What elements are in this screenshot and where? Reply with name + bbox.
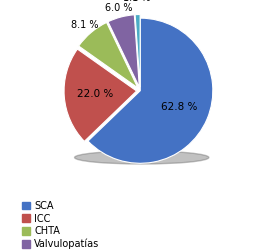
Wedge shape xyxy=(108,15,139,87)
Text: 62.8 %: 62.8 % xyxy=(161,102,197,112)
Wedge shape xyxy=(64,49,137,141)
Wedge shape xyxy=(135,15,140,87)
Wedge shape xyxy=(79,22,138,88)
Legend: SCA, ICC, CHTA, Valvulopatías, EI: SCA, ICC, CHTA, Valvulopatías, EI xyxy=(22,201,100,252)
Text: 22.0 %: 22.0 % xyxy=(77,89,114,99)
Text: 8.1 %: 8.1 % xyxy=(71,20,99,30)
Text: 1.1 %: 1.1 % xyxy=(123,0,151,3)
Wedge shape xyxy=(88,18,213,163)
Text: 6.0 %: 6.0 % xyxy=(105,3,132,13)
Ellipse shape xyxy=(75,151,209,164)
